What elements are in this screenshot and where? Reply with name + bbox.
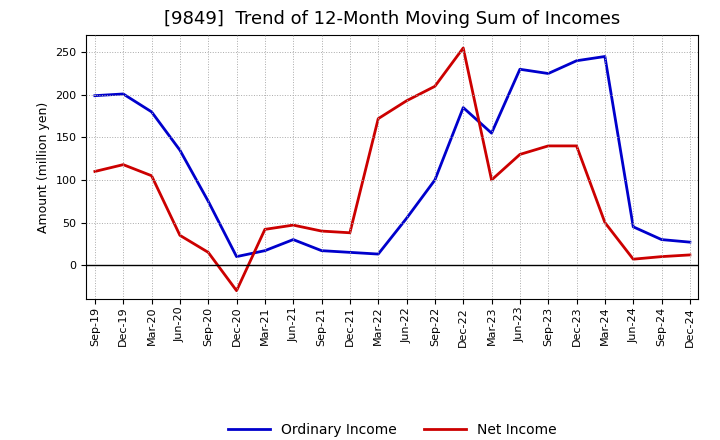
- Ordinary Income: [204, 198, 212, 204]
- Net Income: [685, 252, 694, 257]
- Net Income: [629, 257, 637, 262]
- Net Income: [318, 228, 326, 234]
- Line: Net Income: Net Income: [95, 48, 690, 291]
- Ordinary Income: [148, 109, 156, 114]
- Ordinary Income: [402, 216, 411, 221]
- Net Income: [487, 177, 496, 183]
- Ordinary Income: [289, 237, 297, 242]
- Net Income: [544, 143, 552, 149]
- Ordinary Income: [516, 66, 524, 72]
- Legend: Ordinary Income, Net Income: Ordinary Income, Net Income: [222, 417, 562, 440]
- Ordinary Income: [91, 93, 99, 98]
- Ordinary Income: [629, 224, 637, 229]
- Net Income: [176, 233, 184, 238]
- Ordinary Income: [431, 177, 439, 183]
- Net Income: [402, 98, 411, 103]
- Y-axis label: Amount (million yen): Amount (million yen): [37, 102, 50, 233]
- Ordinary Income: [374, 251, 382, 257]
- Ordinary Income: [318, 248, 326, 253]
- Net Income: [148, 173, 156, 178]
- Ordinary Income: [176, 147, 184, 153]
- Net Income: [516, 152, 524, 157]
- Net Income: [657, 254, 666, 259]
- Net Income: [289, 223, 297, 228]
- Ordinary Income: [233, 254, 241, 259]
- Line: Ordinary Income: Ordinary Income: [95, 56, 690, 257]
- Net Income: [91, 169, 99, 174]
- Net Income: [233, 288, 241, 293]
- Ordinary Income: [600, 54, 609, 59]
- Net Income: [600, 220, 609, 225]
- Ordinary Income: [544, 71, 552, 76]
- Ordinary Income: [346, 250, 354, 255]
- Ordinary Income: [685, 239, 694, 245]
- Net Income: [119, 162, 127, 167]
- Title: [9849]  Trend of 12-Month Moving Sum of Incomes: [9849] Trend of 12-Month Moving Sum of I…: [164, 10, 621, 28]
- Net Income: [261, 227, 269, 232]
- Net Income: [346, 230, 354, 235]
- Net Income: [431, 84, 439, 89]
- Net Income: [374, 116, 382, 121]
- Ordinary Income: [487, 131, 496, 136]
- Ordinary Income: [657, 237, 666, 242]
- Net Income: [459, 45, 467, 51]
- Net Income: [204, 250, 212, 255]
- Ordinary Income: [459, 105, 467, 110]
- Ordinary Income: [261, 248, 269, 253]
- Ordinary Income: [572, 58, 581, 63]
- Net Income: [572, 143, 581, 149]
- Ordinary Income: [119, 92, 127, 97]
